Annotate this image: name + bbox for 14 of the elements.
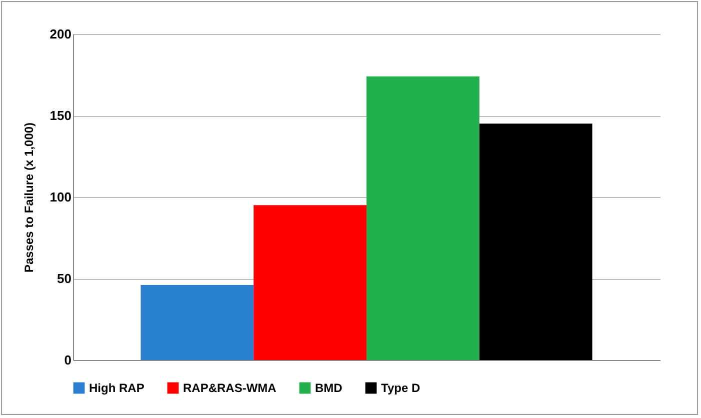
y-tick-label: 200: [50, 26, 72, 42]
y-tick-label: 0: [64, 352, 72, 368]
y-tick-label: 150: [50, 108, 72, 123]
legend-label: BMD: [315, 381, 343, 395]
y-tick-label: 50: [57, 271, 72, 286]
legend-label: Type D: [381, 381, 420, 395]
legend-label: RAP&RAS-WMA: [183, 381, 277, 395]
legend-label: High RAP: [89, 381, 144, 395]
bar: [254, 205, 366, 360]
y-tick-label: 100: [50, 190, 72, 204]
bar: [479, 124, 592, 360]
bar: [140, 285, 254, 360]
bar: [366, 76, 480, 360]
y-axis-title: Passes to Failure (x 1,000): [22, 122, 36, 273]
